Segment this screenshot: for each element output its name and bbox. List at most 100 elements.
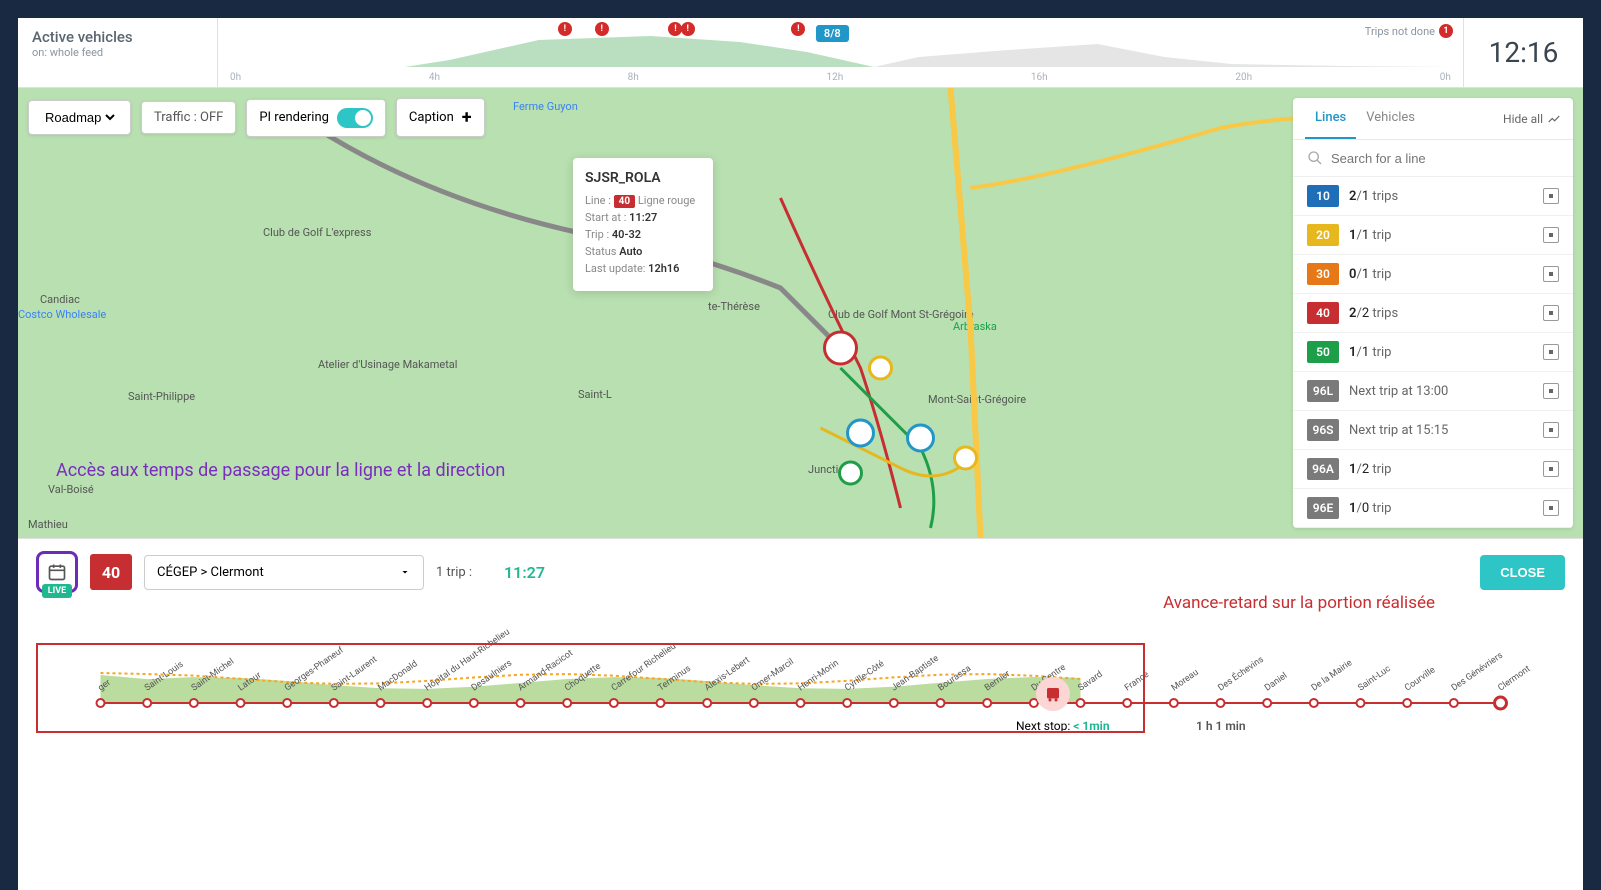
- alert-icon: !: [681, 22, 695, 36]
- svg-text:Moreau: Moreau: [1170, 668, 1201, 694]
- map[interactable]: Roadmap Traffic : OFF PI rendering Capti…: [18, 88, 1583, 538]
- alert-icon: !: [558, 22, 572, 36]
- route-badge: 40: [90, 554, 132, 590]
- line-trips-text: 1/1 trip: [1349, 228, 1543, 243]
- map-place-label: Club de Golf Mont St-Grégoire: [828, 308, 974, 321]
- search-row: [1293, 140, 1573, 177]
- line-row[interactable]: 30 0/1 trip: [1293, 255, 1573, 294]
- map-place-label: Val-Boisé: [48, 483, 94, 496]
- bus-position-marker: [1036, 677, 1070, 711]
- line-action-button[interactable]: [1543, 344, 1559, 360]
- line-number-badge: 40: [1307, 302, 1339, 324]
- lines-sidebar: Lines Vehicles Hide all 10 2/1 trips 20 1/1…: [1293, 98, 1573, 528]
- svg-text:Saint-Luc: Saint-Luc: [1356, 664, 1392, 694]
- map-place-label: Atelier d'Usinage Makametal: [318, 358, 457, 371]
- line-row[interactable]: 96SNext trip at 15:15: [1293, 411, 1573, 450]
- map-place-label: te-Thérèse: [708, 300, 760, 313]
- lines-list[interactable]: 10 2/1 trips 20 1/1 trip 30 0/1 trip 40 2/2 tri…: [1293, 177, 1573, 528]
- line-number-badge: 96E: [1307, 497, 1339, 519]
- line-action-button[interactable]: [1543, 305, 1559, 321]
- line-number-badge: 96S: [1307, 419, 1339, 441]
- bus-icon: [1044, 685, 1062, 703]
- map-place-label: Junction: [808, 463, 851, 476]
- line-trips-text: Next trip at 13:00: [1349, 384, 1543, 399]
- chevron-down-icon: [399, 566, 411, 578]
- line-trips-text: 1/1 trip: [1349, 345, 1543, 360]
- line-trips-text: 2/2 trips: [1349, 306, 1543, 321]
- top-bar: Active vehicles on: whole feed Trips not…: [18, 18, 1583, 88]
- caption-control: Caption +: [396, 98, 485, 137]
- active-vehicles-title: Active vehicles: [32, 28, 203, 46]
- bottom-panel: LIVE 40 CÉGEP > Clermont 1 trip : 11:27 …: [18, 538, 1583, 755]
- line-number-badge: 96A: [1307, 458, 1339, 480]
- line-action-button[interactable]: [1543, 266, 1559, 282]
- svg-text:Des Échevins: Des Échevins: [1215, 653, 1266, 694]
- close-button[interactable]: CLOSE: [1480, 555, 1565, 590]
- map-place-label: Candiac: [40, 293, 80, 306]
- calendar-icon: [47, 562, 67, 582]
- line-action-button[interactable]: [1543, 188, 1559, 204]
- line-trips-text: 0/1 trip: [1349, 267, 1543, 282]
- map-place-label: Saint-L: [578, 388, 612, 401]
- vehicle-popup: SJSR_ROLA Line : 40 Ligne rouge Start at…: [573, 158, 713, 291]
- map-place-label: Costco Wholesale: [18, 308, 106, 321]
- svg-text:Hôpital du Haut-Richelieu: Hôpital du Haut-Richelieu: [423, 627, 512, 693]
- active-vehicles-sub: on: whole feed: [32, 46, 203, 59]
- line-row[interactable]: 96L Next trip at 13:00: [1293, 372, 1573, 411]
- active-vehicles-panel: Active vehicles on: whole feed: [18, 18, 218, 87]
- line-number-badge: 10: [1307, 185, 1339, 207]
- line-trips-text: 1/2 trip: [1349, 462, 1543, 477]
- map-place-label: Mont-Saint-Grégoire: [928, 393, 1026, 406]
- route-select[interactable]: CÉGEP > Clermont: [144, 555, 424, 590]
- line-action-button[interactable]: [1543, 227, 1559, 243]
- svg-text:Courville: Courville: [1403, 665, 1437, 693]
- pi-rendering-toggle[interactable]: [337, 108, 373, 128]
- map-place-label: Saint-Philippe: [128, 390, 195, 403]
- line-row[interactable]: 10 2/1 trips: [1293, 177, 1573, 216]
- line-number-badge: 30: [1307, 263, 1339, 285]
- trip-duration: 1 h 1 min: [1196, 719, 1246, 733]
- next-stop: Next stop: < 1min: [1016, 719, 1110, 733]
- line-search-input[interactable]: [1331, 151, 1559, 166]
- hide-all-button[interactable]: Hide all: [1503, 112, 1561, 126]
- roadmap-select[interactable]: Roadmap: [28, 100, 131, 135]
- pi-rendering-control: PI rendering: [246, 99, 386, 137]
- svg-text:Henri-Morin: Henri-Morin: [796, 658, 840, 693]
- tab-lines[interactable]: Lines: [1305, 98, 1356, 139]
- map-place-label: Arbraska: [953, 320, 997, 333]
- tab-vehicles[interactable]: Vehicles: [1356, 98, 1425, 139]
- map-place-label: Club de Golf L'express: [263, 226, 371, 239]
- plus-icon[interactable]: +: [462, 107, 472, 128]
- line-row[interactable]: 50 1/1 trip: [1293, 333, 1573, 372]
- line-row[interactable]: 20 1/1 trip: [1293, 216, 1573, 255]
- stops-chart: Avance-retard sur la portion réalisée ge…: [36, 603, 1565, 743]
- svg-text:MacDonald: MacDonald: [376, 659, 419, 693]
- line-row[interactable]: 40 2/2 trips: [1293, 294, 1573, 333]
- line-action-button[interactable]: [1543, 500, 1559, 516]
- line-action-button[interactable]: [1543, 461, 1559, 477]
- search-icon: [1307, 150, 1323, 166]
- traffic-toggle[interactable]: Traffic : OFF: [141, 101, 236, 134]
- trip-time: 11:27: [504, 563, 545, 582]
- line-trips-text: 1/0 trip: [1349, 501, 1543, 516]
- map-place-label: Ferme Guyon: [513, 100, 578, 113]
- line-action-button[interactable]: [1543, 422, 1559, 438]
- line-number-badge: 50: [1307, 341, 1339, 363]
- annotation-text: Accès aux temps de passage pour la ligne…: [56, 460, 505, 481]
- line-number-badge: 96L: [1307, 380, 1339, 402]
- svg-text:Clermont: Clermont: [1496, 664, 1532, 693]
- hide-icon: [1547, 112, 1561, 126]
- line-row[interactable]: 96A 1/2 trip: [1293, 450, 1573, 489]
- line-trips-text: 2/1 trips: [1349, 189, 1543, 204]
- svg-text:Savard: Savard: [1076, 670, 1104, 694]
- line-row[interactable]: 96E 1/0 trip: [1293, 489, 1573, 528]
- line-action-button[interactable]: [1543, 383, 1559, 399]
- line-number-badge: 20: [1307, 224, 1339, 246]
- timeline-area[interactable]: Trips not done 1 !!!!! 8/8 0h4h8h12h16h2…: [218, 18, 1463, 87]
- timeline-current-marker: 8/8: [816, 22, 849, 41]
- clock: 12:16: [1463, 18, 1583, 87]
- svg-text:De la Mairie: De la Mairie: [1310, 658, 1355, 693]
- calendar-button[interactable]: LIVE: [36, 551, 78, 593]
- svg-text:France: France: [1123, 670, 1151, 694]
- map-place-label: Mathieu: [28, 518, 68, 531]
